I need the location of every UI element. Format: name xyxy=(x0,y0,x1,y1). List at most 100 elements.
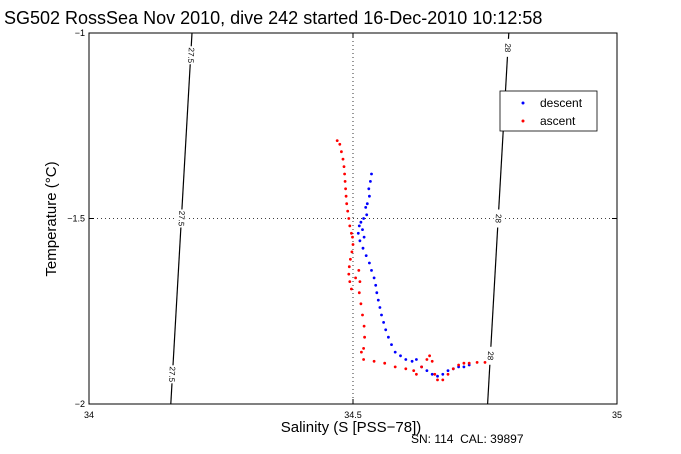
descent-point-12 xyxy=(362,235,366,239)
ascent-point-43 xyxy=(433,372,437,376)
contour-label-bg-1-2 xyxy=(485,346,495,365)
descent-point-1 xyxy=(369,180,372,183)
x-tick-label-0: 34 xyxy=(84,410,94,420)
descent-point-16 xyxy=(368,261,371,265)
ascent-point-8 xyxy=(344,194,348,198)
descent-point-10 xyxy=(361,228,364,232)
legend-label-descent: descent xyxy=(540,96,583,110)
ascent-point-16 xyxy=(350,250,354,254)
ascent-point-6 xyxy=(343,180,347,183)
legend-label-ascent: ascent xyxy=(540,114,576,128)
contour-label-0-0: 27.5 xyxy=(186,47,196,64)
ascent-point-7 xyxy=(344,187,347,191)
contour-label-bg-1-0 xyxy=(503,38,513,57)
ascent-point-23 xyxy=(357,269,361,272)
ascent-point-35 xyxy=(393,365,397,369)
descent-point-0 xyxy=(370,172,373,176)
ascent-point-0 xyxy=(335,139,339,143)
descent-point-27 xyxy=(390,343,393,346)
contour-label-1-2: 28 xyxy=(486,351,496,361)
ascent-point-28 xyxy=(362,324,366,328)
ascent-point-13 xyxy=(350,231,353,235)
descent-point-3 xyxy=(368,194,371,198)
descent-point-24 xyxy=(382,321,385,324)
ascent-point-47 xyxy=(451,367,455,371)
ascent-point-21 xyxy=(350,287,353,291)
descent-point-28 xyxy=(393,350,397,354)
ascent-point-14 xyxy=(351,235,354,239)
contour-label-1-0: 28 xyxy=(503,43,513,53)
descent-point-11 xyxy=(356,231,360,235)
descent-point-4 xyxy=(365,202,369,206)
descent-point-29 xyxy=(399,354,402,358)
ascent-point-12 xyxy=(348,224,352,228)
ascent-point-49 xyxy=(462,361,466,365)
y-axis-label: Temperature (°C) xyxy=(43,161,60,276)
legend-marker-ascent xyxy=(521,119,525,123)
x-tick-label-2: 35 xyxy=(612,410,622,420)
ascent-point-4 xyxy=(342,165,346,169)
chart-title: SG502 RossSea Nov 2010, dive 242 started… xyxy=(4,8,542,28)
ascent-point-30 xyxy=(362,347,365,350)
contour-label-bg-0-0 xyxy=(186,46,196,65)
ascent-point-52 xyxy=(483,361,487,364)
descent-point-21 xyxy=(376,298,380,302)
descent-point-34 xyxy=(425,369,429,372)
ascent-point-46 xyxy=(446,372,450,376)
descent-point-13 xyxy=(358,239,362,243)
descent-point-19 xyxy=(374,283,378,287)
ascent-point-24 xyxy=(358,280,362,283)
descent-point-35 xyxy=(430,372,434,376)
ascent-point-45 xyxy=(441,378,445,382)
ascent-point-50 xyxy=(467,361,471,365)
descent-point-22 xyxy=(378,306,382,309)
x-tick-label-1: 34.5 xyxy=(344,410,362,420)
descent-point-15 xyxy=(364,254,368,257)
ascent-point-17 xyxy=(349,257,352,261)
axis-ticks: 34 34.5 35 −1 −1.5 −2 xyxy=(67,28,622,420)
ascent-point-18 xyxy=(347,265,351,269)
descent-point-20 xyxy=(375,291,379,295)
ascent-point-19 xyxy=(347,272,351,276)
ascent-point-51 xyxy=(475,361,479,364)
descent-point-36 xyxy=(436,374,439,378)
ascent-point-15 xyxy=(351,243,355,246)
ascent-point-34 xyxy=(383,361,387,365)
ascent-point-1 xyxy=(338,142,342,146)
y-tick-label-0: −1 xyxy=(75,28,85,38)
ascent-point-3 xyxy=(341,157,345,161)
descent-point-32 xyxy=(415,358,418,361)
descent-point-6 xyxy=(365,213,369,217)
descent-point-17 xyxy=(370,269,373,272)
x-axis-label: Salinity (S [PSS−78]) xyxy=(281,419,421,436)
descent-point-30 xyxy=(404,358,408,361)
y-tick-label-2: −2 xyxy=(75,399,85,409)
legend: descent ascent xyxy=(499,90,598,132)
ascent-point-37 xyxy=(412,369,416,372)
descent-point-9 xyxy=(357,224,361,228)
descent-point-25 xyxy=(384,328,388,332)
descent-point-41 xyxy=(462,365,466,369)
ascent-point-26 xyxy=(359,302,363,306)
plot-area: 27.5 27.5 27.5 28 28 28 34 34.5 35 −1 −1.5 −2 xyxy=(67,28,622,420)
ascent-point-27 xyxy=(361,313,364,317)
ascent-point-38 xyxy=(415,372,418,376)
descent-point-14 xyxy=(361,246,365,250)
ascent-point-32 xyxy=(362,358,365,361)
legend-box xyxy=(499,90,598,132)
contour-label-0-2: 27.5 xyxy=(167,366,177,383)
y-tick-label-1: −1.5 xyxy=(67,214,85,224)
ascent-point-9 xyxy=(345,202,349,206)
descent-point-38 xyxy=(446,369,450,372)
descent-point-5 xyxy=(364,206,368,209)
ascent-point-20 xyxy=(348,280,352,283)
contour-label-bg-1-1 xyxy=(493,209,503,228)
descent-point-18 xyxy=(372,276,376,280)
descent-point-31 xyxy=(410,359,414,363)
descent-point-2 xyxy=(367,187,371,191)
ascent-point-29 xyxy=(363,335,366,339)
descent-point-8 xyxy=(359,220,363,224)
ascent-point-25 xyxy=(357,291,361,295)
descent-point-23 xyxy=(380,313,383,317)
